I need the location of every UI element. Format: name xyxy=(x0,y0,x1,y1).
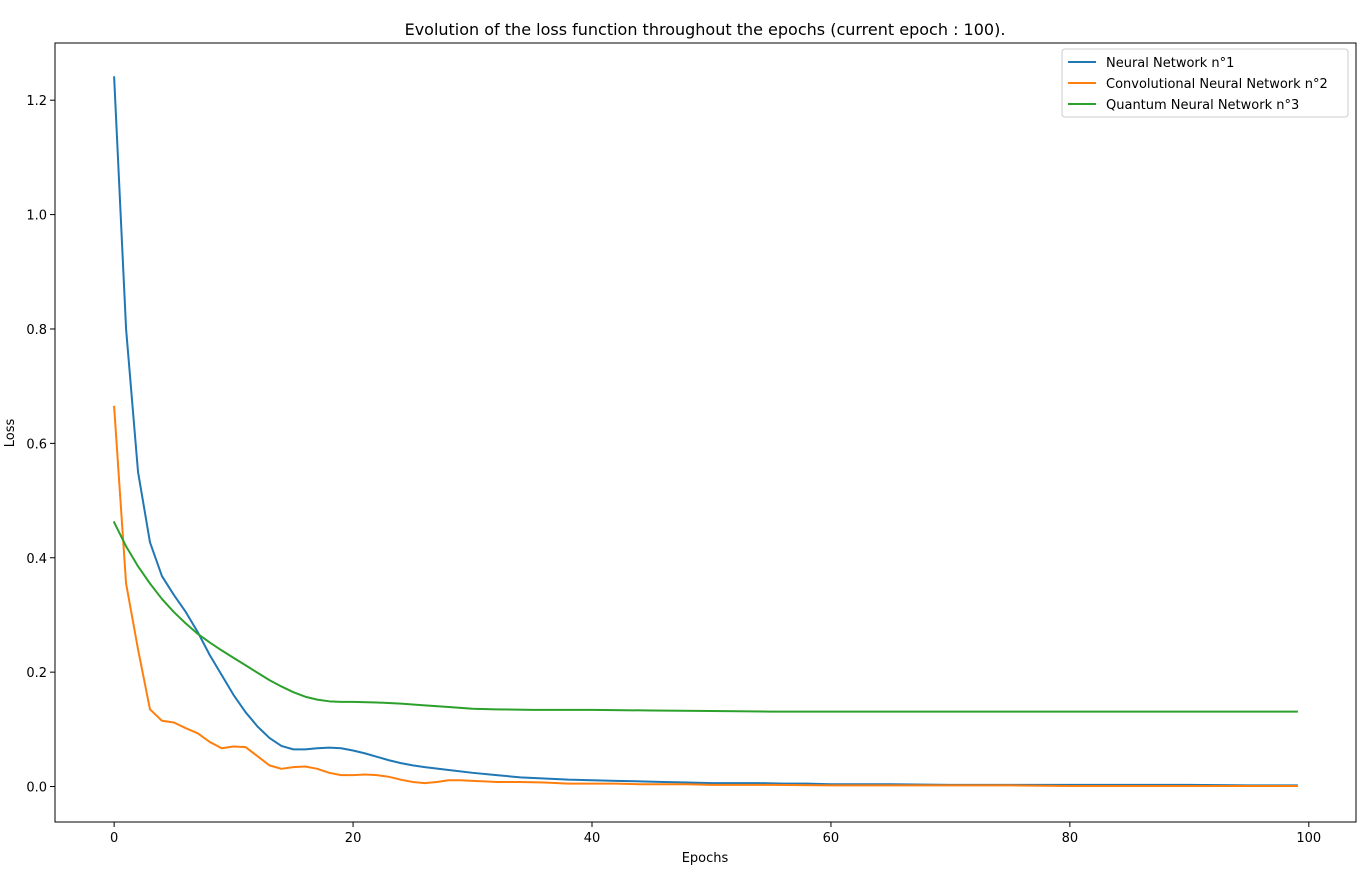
x-axis-title: Epochs xyxy=(682,851,729,866)
legend: Neural Network n°1 Convolutional Neural N… xyxy=(1061,48,1349,118)
series-layer xyxy=(112,76,1298,787)
legend-entries: Neural Network n°1 Convolutional Neural N… xyxy=(1068,56,1328,113)
y-tick-label: 1.2 xyxy=(26,94,47,109)
series-line-1 xyxy=(113,76,1298,787)
series-line-2 xyxy=(113,405,1298,787)
plot-area: 0 20 40 60 80 100 0.0 0.2 0.4 0.6 0.8 1.0 1.2 xyxy=(26,42,1357,846)
y-axis-title: Loss xyxy=(3,419,18,448)
y-tick-label: 1.0 xyxy=(26,209,47,224)
y-axis-ticks: 0.0 0.2 0.4 0.6 0.8 1.0 1.2 xyxy=(26,94,55,796)
x-tick-label: 60 xyxy=(823,831,840,846)
x-axis-ticks: 0 20 40 60 80 100 xyxy=(110,822,1321,846)
x-tick-label: 20 xyxy=(345,831,362,846)
legend-label-3: Quantum Neural Network n°3 xyxy=(1106,98,1299,113)
y-tick-label: 0.8 xyxy=(26,323,47,338)
x-tick-label: 0 xyxy=(110,831,118,846)
y-tick-label: 0.6 xyxy=(26,437,47,452)
series-line-3 xyxy=(112,520,1298,713)
y-tick-label: 0.2 xyxy=(26,666,47,681)
x-tick-label: 40 xyxy=(584,831,601,846)
legend-label-2: Convolutional Neural Network n°2 xyxy=(1106,77,1328,92)
x-tick-label: 100 xyxy=(1296,831,1321,846)
legend-label-1: Neural Network n°1 xyxy=(1106,56,1234,71)
axes-frame xyxy=(54,42,1357,823)
y-tick-label: 0.4 xyxy=(26,552,47,567)
chart-title: Evolution of the loss function throughou… xyxy=(405,20,1006,39)
x-tick-label: 80 xyxy=(1062,831,1079,846)
y-tick-label: 0.0 xyxy=(26,781,47,796)
legend-box xyxy=(1061,48,1349,118)
